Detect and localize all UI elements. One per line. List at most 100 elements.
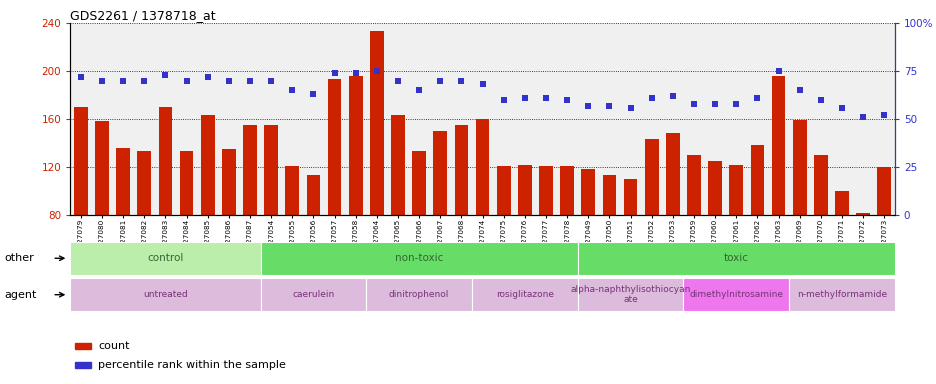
Bar: [70, 278, 260, 311]
Text: agent: agent: [5, 290, 37, 300]
Point: [707, 101, 722, 107]
Bar: [496, 166, 510, 311]
Text: non-toxic: non-toxic: [394, 253, 443, 263]
Bar: [260, 242, 578, 275]
Point: [622, 104, 637, 111]
Bar: [74, 107, 88, 311]
Bar: [856, 213, 869, 311]
Text: rosiglitazone: rosiglitazone: [495, 290, 553, 299]
Point: [517, 95, 532, 101]
Bar: [686, 155, 700, 311]
Point: [221, 78, 236, 84]
Text: untreated: untreated: [143, 290, 187, 299]
Bar: [260, 278, 366, 311]
Bar: [390, 116, 404, 311]
Bar: [602, 175, 616, 311]
Bar: [771, 76, 784, 311]
Point: [348, 70, 363, 76]
Bar: [518, 165, 531, 311]
Bar: [180, 151, 193, 311]
Point: [834, 104, 849, 111]
Text: dimethylnitrosamine: dimethylnitrosamine: [689, 290, 782, 299]
Point: [95, 78, 110, 84]
Point: [559, 97, 574, 103]
Bar: [708, 161, 722, 311]
Point: [538, 95, 553, 101]
Point: [305, 91, 320, 97]
Text: other: other: [5, 253, 35, 263]
Bar: [750, 146, 764, 311]
Bar: [95, 121, 109, 311]
Bar: [876, 167, 890, 311]
Point: [770, 68, 785, 74]
Point: [644, 95, 659, 101]
Bar: [412, 151, 426, 311]
Point: [200, 74, 215, 80]
Point: [686, 101, 701, 107]
Bar: [70, 242, 260, 275]
Point: [876, 112, 891, 118]
Bar: [623, 179, 636, 311]
Bar: [200, 116, 214, 311]
Point: [327, 70, 342, 76]
Bar: [665, 134, 679, 311]
Point: [855, 114, 870, 120]
Bar: [366, 278, 472, 311]
Text: control: control: [147, 253, 183, 263]
Bar: [75, 362, 91, 368]
Point: [496, 97, 511, 103]
Bar: [578, 242, 894, 275]
Text: GDS2261 / 1378718_at: GDS2261 / 1378718_at: [70, 9, 215, 22]
Point: [749, 95, 764, 101]
Text: dinitrophenol: dinitrophenol: [388, 290, 449, 299]
Bar: [788, 278, 894, 311]
Text: toxic: toxic: [723, 253, 748, 263]
Bar: [560, 166, 574, 311]
Bar: [222, 149, 236, 311]
Point: [137, 78, 152, 84]
Bar: [454, 125, 468, 311]
Text: n-methylformamide: n-methylformamide: [796, 290, 886, 299]
Point: [812, 97, 827, 103]
Bar: [578, 278, 682, 311]
Text: caerulein: caerulein: [292, 290, 334, 299]
Point: [601, 103, 616, 109]
Text: percentile rank within the sample: percentile rank within the sample: [98, 360, 286, 370]
Point: [285, 87, 300, 93]
Point: [179, 78, 194, 84]
Point: [475, 81, 490, 88]
Point: [453, 78, 468, 84]
Point: [369, 68, 384, 74]
Point: [580, 103, 595, 109]
Point: [263, 78, 278, 84]
Bar: [370, 31, 384, 311]
Bar: [116, 148, 130, 311]
Bar: [242, 125, 256, 311]
Point: [411, 87, 426, 93]
Bar: [813, 155, 826, 311]
Bar: [285, 166, 299, 311]
Bar: [834, 191, 848, 311]
Bar: [682, 278, 788, 311]
Bar: [644, 139, 658, 311]
Bar: [158, 107, 172, 311]
Point: [432, 78, 447, 84]
Bar: [348, 76, 362, 311]
Bar: [538, 166, 552, 311]
Point: [728, 101, 743, 107]
Text: alpha-naphthylisothiocyan
ate: alpha-naphthylisothiocyan ate: [570, 285, 690, 304]
Bar: [138, 151, 151, 311]
Bar: [728, 165, 742, 311]
Bar: [792, 120, 806, 311]
Bar: [433, 131, 446, 311]
Text: count: count: [98, 341, 130, 351]
Bar: [306, 175, 320, 311]
Point: [390, 78, 405, 84]
Point: [158, 72, 173, 78]
Bar: [475, 119, 489, 311]
Point: [115, 78, 130, 84]
Point: [242, 78, 257, 84]
Point: [73, 74, 88, 80]
Bar: [328, 79, 341, 311]
Point: [665, 93, 680, 99]
